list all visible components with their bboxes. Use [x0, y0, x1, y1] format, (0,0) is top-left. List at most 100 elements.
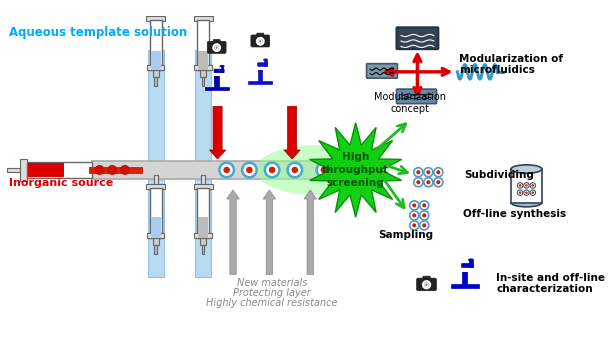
- Bar: [151, 217, 161, 238]
- Circle shape: [242, 163, 256, 177]
- Bar: [201, 175, 205, 188]
- Text: Protecting layer: Protecting layer: [233, 288, 311, 298]
- FancyBboxPatch shape: [213, 39, 220, 44]
- Circle shape: [416, 180, 421, 184]
- Circle shape: [423, 281, 430, 288]
- Bar: [197, 20, 209, 70]
- Bar: [201, 7, 205, 20]
- Ellipse shape: [263, 59, 268, 61]
- Bar: [198, 51, 208, 70]
- FancyBboxPatch shape: [397, 27, 438, 49]
- Circle shape: [436, 170, 440, 174]
- Circle shape: [525, 192, 528, 194]
- Bar: [153, 238, 159, 245]
- Circle shape: [419, 201, 429, 210]
- Text: Aqueous template solution: Aqueous template solution: [9, 25, 187, 39]
- Circle shape: [519, 184, 522, 187]
- Bar: [202, 245, 204, 255]
- FancyBboxPatch shape: [257, 33, 264, 37]
- Ellipse shape: [511, 165, 542, 173]
- Bar: [194, 233, 212, 238]
- Text: High
throughput
screening: High throughput screening: [322, 152, 389, 188]
- FancyBboxPatch shape: [207, 41, 226, 53]
- FancyArrow shape: [263, 190, 276, 274]
- Bar: [7, 168, 27, 172]
- Bar: [462, 272, 467, 285]
- Bar: [462, 272, 467, 273]
- Circle shape: [317, 163, 331, 177]
- Bar: [147, 233, 164, 238]
- Bar: [215, 76, 219, 87]
- Bar: [148, 179, 164, 277]
- Bar: [146, 16, 165, 21]
- Bar: [92, 167, 100, 173]
- Bar: [154, 77, 157, 86]
- Circle shape: [425, 283, 428, 286]
- Circle shape: [423, 213, 426, 217]
- Circle shape: [220, 163, 234, 177]
- Circle shape: [434, 178, 443, 187]
- Text: Inorganic source: Inorganic source: [9, 178, 113, 188]
- Bar: [151, 51, 161, 70]
- Ellipse shape: [469, 259, 474, 261]
- Bar: [258, 70, 263, 81]
- Circle shape: [434, 168, 443, 177]
- FancyBboxPatch shape: [462, 263, 474, 267]
- Circle shape: [258, 40, 262, 43]
- Circle shape: [265, 163, 279, 177]
- Bar: [258, 70, 262, 71]
- FancyBboxPatch shape: [416, 278, 437, 291]
- Bar: [148, 50, 164, 161]
- FancyArrow shape: [284, 106, 300, 159]
- FancyBboxPatch shape: [214, 69, 224, 73]
- Bar: [150, 188, 162, 238]
- Bar: [451, 284, 478, 288]
- Text: Subdividing: Subdividing: [465, 171, 534, 180]
- Circle shape: [519, 192, 522, 194]
- FancyBboxPatch shape: [367, 64, 397, 78]
- Ellipse shape: [220, 65, 224, 67]
- Bar: [202, 77, 204, 86]
- FancyArrow shape: [304, 190, 317, 274]
- Text: In-site and off-line
characterization: In-site and off-line characterization: [496, 273, 605, 294]
- Bar: [146, 184, 165, 189]
- Bar: [154, 7, 157, 20]
- Ellipse shape: [256, 145, 374, 195]
- Bar: [195, 50, 211, 161]
- Circle shape: [423, 203, 426, 207]
- Bar: [264, 60, 267, 66]
- Bar: [248, 81, 272, 84]
- Bar: [197, 188, 209, 238]
- Circle shape: [246, 167, 253, 173]
- Circle shape: [525, 184, 528, 187]
- Bar: [27, 162, 92, 178]
- Bar: [195, 179, 211, 277]
- Bar: [221, 66, 223, 72]
- Bar: [150, 20, 162, 70]
- Circle shape: [223, 167, 230, 173]
- Circle shape: [213, 44, 220, 51]
- Bar: [153, 70, 159, 77]
- Bar: [147, 65, 164, 70]
- Text: Highly chemical resistance: Highly chemical resistance: [207, 298, 338, 308]
- Circle shape: [95, 165, 105, 175]
- Bar: [28, 163, 64, 177]
- FancyArrow shape: [227, 190, 239, 274]
- Circle shape: [530, 190, 536, 195]
- Bar: [154, 245, 157, 255]
- Circle shape: [107, 165, 117, 175]
- Text: Modularization of
microfluidics: Modularization of microfluidics: [459, 54, 563, 75]
- Circle shape: [320, 167, 327, 173]
- Text: Modularization
concept: Modularization concept: [374, 92, 446, 114]
- Circle shape: [412, 203, 416, 207]
- Text: New materials: New materials: [237, 278, 308, 288]
- Circle shape: [410, 221, 419, 230]
- FancyArrow shape: [210, 106, 226, 159]
- Ellipse shape: [511, 198, 542, 207]
- Circle shape: [531, 192, 534, 194]
- Circle shape: [517, 183, 523, 188]
- Bar: [154, 175, 157, 188]
- Circle shape: [436, 180, 440, 184]
- FancyBboxPatch shape: [251, 35, 269, 47]
- Bar: [200, 238, 206, 245]
